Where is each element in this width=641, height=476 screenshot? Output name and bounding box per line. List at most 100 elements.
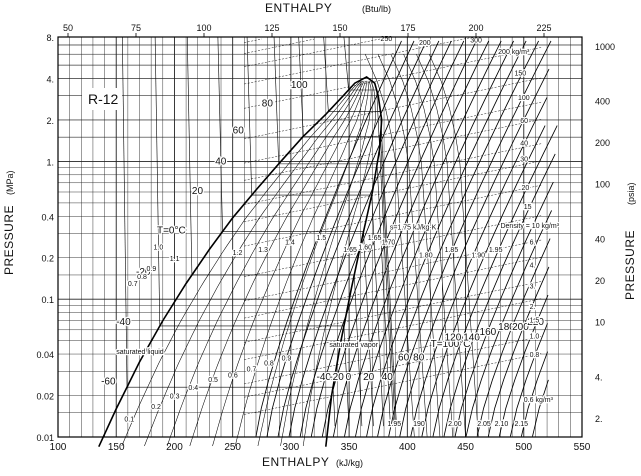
quality-line xyxy=(121,80,361,447)
isentrope-line xyxy=(532,379,549,437)
isotherm-liquid xyxy=(217,36,223,232)
isotherm-label: 100 xyxy=(291,80,308,91)
isotherm-vapor xyxy=(343,325,350,427)
density-label-upper: 300 xyxy=(470,37,482,44)
left-tick-label: 0.2 xyxy=(41,254,54,264)
isotherm-vapor xyxy=(332,387,336,427)
vapor-temp-label: 160 xyxy=(480,327,497,338)
density-line xyxy=(244,256,542,319)
quality-line xyxy=(257,80,369,447)
isentrope-line xyxy=(421,125,546,437)
density-line xyxy=(244,239,542,302)
vapor-temp-label: -40 xyxy=(317,372,332,383)
bottom-axis-title: ENTHALPY xyxy=(262,455,329,469)
isotherm-label: 80 xyxy=(262,99,274,110)
bottom-tick-label: 350 xyxy=(341,442,358,453)
density-line xyxy=(244,101,542,164)
isentrope-line xyxy=(432,125,558,437)
density-label-upper: 20 xyxy=(521,185,529,192)
saturated-liquid-label: saturated liquid xyxy=(116,349,164,356)
quality-label: 0.7 xyxy=(247,366,257,373)
density-label-upper: 100 xyxy=(518,95,530,102)
isotherm-vapor xyxy=(376,89,394,427)
quality-label: 0.2 xyxy=(151,404,161,411)
right-axis-unit: (psia) xyxy=(626,182,636,205)
isentrope-line xyxy=(498,294,549,437)
isentrope-line xyxy=(288,40,440,437)
top-tick-label: 100 xyxy=(196,23,211,33)
entropy-label: 1.95 xyxy=(489,247,503,254)
density-line xyxy=(244,143,542,205)
left-tick-label: 4. xyxy=(46,74,54,84)
entropy-label-low: 0.8 xyxy=(137,274,147,281)
isentrope-line xyxy=(366,40,527,437)
entropy-label: 1.80 xyxy=(419,253,433,260)
vapor-temp-label: 40 xyxy=(382,372,394,383)
isotherm-vapor xyxy=(376,163,391,427)
density-label-upper: 15 xyxy=(524,204,532,211)
vapor-temp-label: 20 xyxy=(363,372,375,383)
density-label-right: 3. xyxy=(530,283,536,290)
quality-label: 0.3 xyxy=(170,394,180,401)
quality-label: 0.8 xyxy=(264,361,274,368)
quality-label: 0.6 xyxy=(228,373,238,380)
right-tick-label: 100 xyxy=(595,180,610,190)
density-label-upper: 40 xyxy=(520,141,528,148)
right-tick-label: 2. xyxy=(595,414,603,424)
isotherm-superheated xyxy=(390,54,441,437)
isotherm-superheated xyxy=(364,54,415,437)
entropy-label-bottom: 190 xyxy=(413,421,425,428)
entropy-label: 1.65 xyxy=(368,235,382,242)
isentrope-line xyxy=(321,40,477,437)
entropy-label: 1.90 xyxy=(471,253,485,260)
density-line xyxy=(244,336,542,398)
isentrope-line xyxy=(299,40,452,437)
left-tick-label: 0.04 xyxy=(36,350,54,360)
isotherm-superheated xyxy=(377,54,428,437)
density-label-upper: 30 xyxy=(520,156,528,163)
isentrope-line xyxy=(344,40,502,437)
left-tick-label: 0.1 xyxy=(41,295,54,305)
isotherm-liquid xyxy=(186,36,193,275)
left-axis-unit: (MPa) xyxy=(5,170,15,195)
isotherm-liquid xyxy=(323,36,329,112)
isentrope-line xyxy=(377,40,539,437)
entropy-label: 1.65 xyxy=(343,247,357,254)
isotherm-label: 20 xyxy=(192,186,204,197)
bottom-tick-label: 150 xyxy=(108,442,125,453)
entropy-label-low: 0.9 xyxy=(146,266,156,273)
isotherm-superheated xyxy=(403,54,453,437)
entropy-label: 1.3 xyxy=(258,247,268,254)
entropy-label-bottom: 2.15 xyxy=(514,421,528,428)
entropy-label: 1.85 xyxy=(445,247,459,254)
quality-label: 0.4 xyxy=(188,385,198,392)
density-label-right: 4. xyxy=(530,262,536,269)
isotherm-vapor xyxy=(354,274,363,427)
right-tick-label: 400 xyxy=(595,97,610,107)
isotherm-label: T=0°C xyxy=(157,225,186,236)
bottom-tick-label: 100 xyxy=(50,442,67,453)
isentrope-line xyxy=(454,181,554,437)
top-tick-label: 50 xyxy=(63,23,73,33)
right-tick-label: 1000 xyxy=(595,42,615,52)
isentrope-line xyxy=(399,68,550,437)
bottom-axis-unit: (kJ/kg) xyxy=(336,458,363,468)
entropy-label-bottom: 2.05 xyxy=(477,421,491,428)
left-axis-title: PRESSURE xyxy=(2,205,16,275)
left-tick-label: 0.01 xyxy=(36,433,54,443)
density-line xyxy=(244,37,472,85)
right-tick-label: 10 xyxy=(595,317,605,327)
isotherm-label: 60 xyxy=(233,125,245,136)
density-label-right: 1.0 xyxy=(530,333,540,340)
density-label-right: 2. xyxy=(530,304,536,311)
quality-label: 0.5 xyxy=(208,377,218,384)
isotherm-liquid xyxy=(343,36,349,91)
quality-line xyxy=(302,80,376,447)
top-tick-label: 200 xyxy=(468,23,483,33)
right-tick-label: 40 xyxy=(595,235,605,245)
isentrope-line xyxy=(487,266,550,437)
bottom-tick-label: 400 xyxy=(399,442,416,453)
title-backdrop xyxy=(82,88,122,110)
vapor-temp-label: 200 xyxy=(512,322,529,333)
